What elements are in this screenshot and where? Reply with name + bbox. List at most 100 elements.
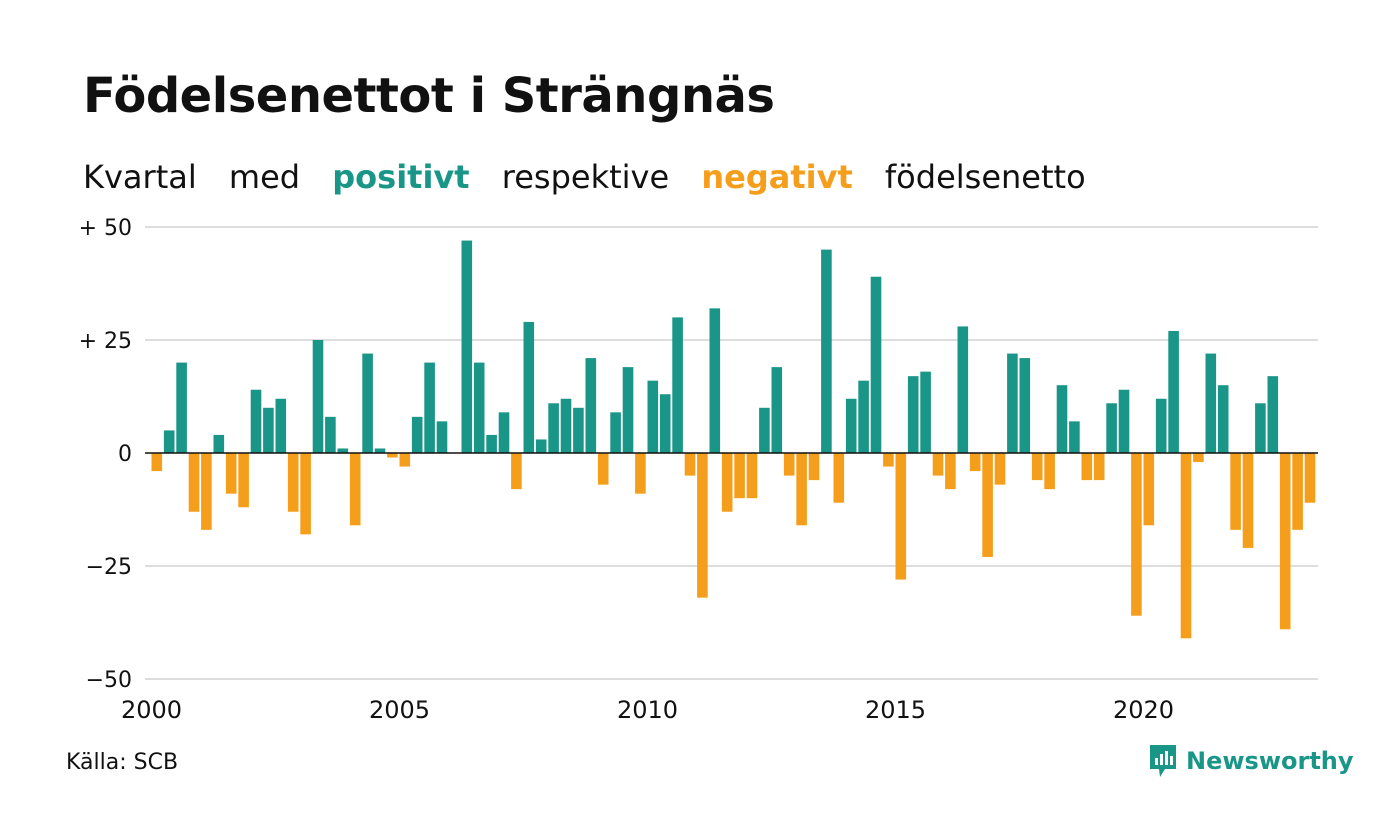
- bar-negative: [1292, 453, 1303, 530]
- bar-positive: [709, 308, 721, 453]
- brand-logo: Newsworthy: [1148, 743, 1354, 779]
- bar-positive: [424, 362, 435, 453]
- bars: [151, 240, 1316, 639]
- bar-negative: [1193, 453, 1204, 463]
- x-tick-label: 2005: [369, 696, 430, 724]
- bar-negative: [201, 453, 212, 530]
- bar-negative: [300, 453, 311, 535]
- y-tick-label: + 50: [79, 216, 132, 241]
- bar-positive: [461, 240, 473, 453]
- bar-positive: [535, 439, 547, 453]
- bar-positive: [907, 376, 919, 453]
- y-axis-ticks: + 50 + 25 0 −25 −50: [79, 216, 132, 693]
- subtitle-positive-word: positivt: [332, 158, 470, 196]
- bar-positive: [759, 407, 770, 453]
- bar-negative: [1143, 453, 1155, 526]
- bar-positive: [275, 398, 287, 453]
- bar-positive: [1069, 421, 1080, 453]
- brand-name: Newsworthy: [1186, 747, 1354, 775]
- bar-positive: [523, 321, 535, 453]
- bar-positive: [585, 358, 597, 453]
- bar-negative: [349, 453, 361, 526]
- bar-negative: [994, 453, 1006, 485]
- bar-negative: [783, 453, 795, 476]
- y-tick-label: −50: [86, 668, 132, 693]
- bar-negative: [746, 453, 758, 499]
- bar-negative: [796, 453, 807, 526]
- bar-negative: [697, 453, 708, 598]
- bar-negative: [1242, 453, 1254, 548]
- bar-positive: [858, 380, 869, 453]
- bar-negative: [808, 453, 820, 481]
- bar-negative: [1031, 453, 1043, 481]
- bar-positive: [312, 340, 324, 453]
- bar-positive: [1205, 353, 1217, 453]
- bar-negative: [635, 453, 646, 494]
- chart-subtitle: Kvartal med positivt respektive negativt…: [83, 158, 1108, 196]
- bar-positive: [436, 421, 448, 453]
- bar-positive: [337, 448, 349, 453]
- bar-negative: [883, 453, 894, 467]
- x-tick-label: 2020: [1113, 696, 1174, 724]
- bar-negative: [932, 453, 944, 476]
- bar-positive: [486, 434, 497, 453]
- bar-positive: [957, 326, 969, 453]
- bar-negative: [399, 453, 411, 467]
- bar-positive: [163, 430, 175, 453]
- subtitle-negative-word: negativt: [701, 158, 853, 196]
- chart-title: Födelsenettot i Strängnäs: [83, 68, 775, 124]
- source-note: Källa: SCB: [66, 750, 179, 775]
- bar-negative: [511, 453, 522, 490]
- bar-positive: [1168, 330, 1179, 453]
- x-axis-ticks: 2000 2005 2010 2015 2020: [121, 696, 1174, 724]
- bar-positive: [647, 380, 659, 453]
- y-tick-label: −25: [86, 555, 132, 580]
- gridlines: [145, 226, 1318, 680]
- bar-negative: [238, 453, 249, 508]
- bar-negative: [387, 453, 398, 458]
- bar-positive: [1267, 376, 1279, 453]
- bar-positive: [1118, 389, 1130, 453]
- bar-negative: [225, 453, 237, 494]
- bar-negative: [945, 453, 956, 490]
- bar-positive: [622, 367, 634, 453]
- bar-positive: [498, 412, 510, 453]
- x-tick-label: 2015: [865, 696, 926, 724]
- bar-negative: [1044, 453, 1055, 490]
- bar-positive: [821, 249, 832, 453]
- bar-negative: [1279, 453, 1291, 630]
- bar-positive: [325, 416, 336, 453]
- bar-negative: [1230, 453, 1241, 530]
- bar-negative: [1180, 453, 1192, 639]
- bar-positive: [659, 394, 671, 453]
- x-tick-label: 2010: [617, 696, 678, 724]
- bar-positive: [1217, 385, 1229, 453]
- bar-positive: [1255, 403, 1266, 453]
- bar-positive: [250, 389, 262, 453]
- bar-positive: [870, 276, 882, 453]
- bar-positive: [672, 317, 683, 453]
- bar-negative: [1304, 453, 1316, 503]
- bar-positive: [1106, 403, 1117, 453]
- bar-positive: [362, 353, 373, 453]
- bar-positive: [560, 398, 572, 453]
- bar-negative: [734, 453, 745, 499]
- bar-negative: [1081, 453, 1093, 481]
- bar-positive: [1007, 353, 1018, 453]
- subtitle-word: med: [228, 158, 301, 196]
- bar-negative: [188, 453, 200, 512]
- subtitle-word: Kvartal: [83, 158, 197, 196]
- bar-positive: [610, 412, 621, 453]
- bar-negative: [895, 453, 907, 580]
- newsworthy-logo-icon: [1150, 745, 1176, 777]
- bar-negative: [833, 453, 845, 503]
- y-tick-label: 0: [118, 442, 132, 467]
- bar-negative: [969, 453, 981, 472]
- bar-positive: [845, 398, 857, 453]
- bar-positive: [1155, 398, 1167, 453]
- bar-positive: [473, 362, 485, 453]
- bar-positive: [1056, 385, 1068, 453]
- bar-positive: [1019, 358, 1031, 453]
- bar-positive: [263, 407, 274, 453]
